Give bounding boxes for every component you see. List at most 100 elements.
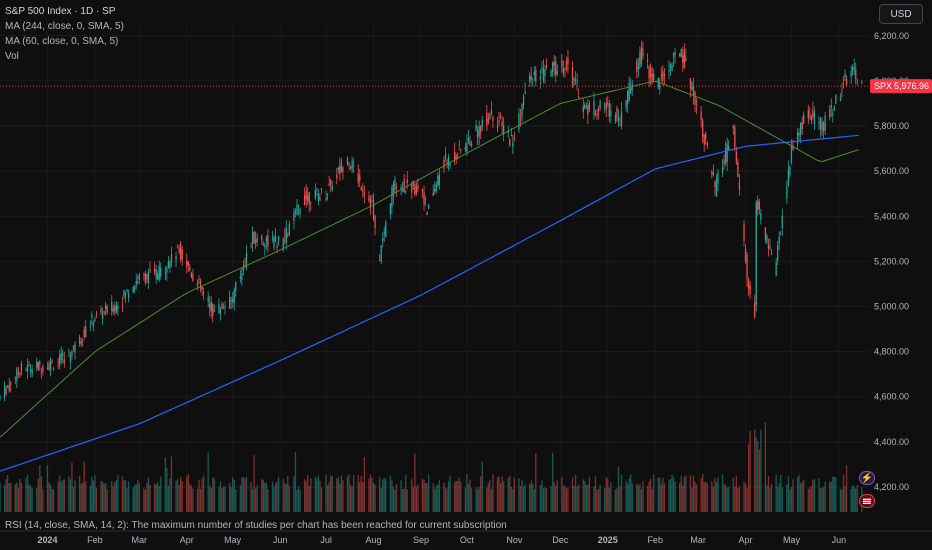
volume-bar: [824, 481, 826, 512]
volume-bar: [734, 486, 736, 512]
candle-body: [359, 175, 361, 181]
candle-body: [368, 196, 370, 201]
volume-bar: [296, 489, 298, 512]
candle-body: [121, 303, 124, 305]
volume-legend[interactable]: Vol: [5, 51, 19, 62]
volume-bar: [349, 484, 352, 512]
candle-body: [582, 106, 584, 113]
price-axis[interactable]: 6,200.006,000.005,800.005,600.005,400.00…: [874, 31, 909, 492]
lightning-icon[interactable]: ⚡: [859, 471, 875, 485]
volume-bar: [503, 481, 505, 512]
candle-body: [757, 199, 759, 211]
candle-body: [379, 260, 381, 261]
volume-bar: [723, 483, 725, 512]
volume-bar: [507, 477, 509, 512]
candle-body: [326, 193, 329, 195]
candle-body: [715, 178, 718, 197]
volume-bar: [574, 474, 577, 512]
chart-legend: S&P 500 Index · 1D · SP MA (244, close, …: [5, 4, 124, 64]
candle-body: [100, 308, 102, 313]
candle-body: [69, 355, 72, 362]
ma60-legend[interactable]: MA (60, close, 0, SMA, 5): [5, 36, 119, 47]
volume-bar: [80, 483, 82, 512]
candle-body: [501, 121, 503, 126]
candle-body: [147, 272, 150, 284]
us-flag-icon[interactable]: [859, 494, 875, 508]
candle-body: [662, 71, 664, 81]
chart-title[interactable]: S&P 500 Index · 1D · SP: [5, 6, 116, 17]
ma244-legend[interactable]: MA (244, close, 0, SMA, 5): [5, 21, 124, 32]
candle-body: [844, 73, 846, 78]
volume-bar: [695, 484, 698, 512]
candle-body: [672, 52, 675, 58]
volume-bar: [683, 476, 685, 512]
volume-bar: [137, 480, 139, 512]
volume-bar: [175, 480, 177, 512]
time-axis[interactable]: 2024 Feb Mar Apr May Jun Jul Aug Sep Oct Nov Dec 202…: [0, 530, 932, 545]
volume-bar: [20, 482, 23, 512]
candle-body: [446, 162, 448, 163]
candle-body: [296, 204, 298, 215]
candle-body: [726, 143, 728, 162]
x-tick-label: Jun: [832, 535, 847, 545]
candle-body: [767, 244, 770, 249]
candle-body: [616, 107, 618, 119]
volume-bar: [757, 441, 759, 512]
candle-body: [14, 377, 16, 379]
candle-body: [489, 114, 491, 120]
candle-body: [421, 189, 424, 193]
candle-body: [124, 293, 127, 296]
x-tick-label: Jun: [273, 535, 288, 545]
volume-bar: [778, 483, 780, 512]
candle-body: [308, 192, 310, 204]
volume-bar: [582, 479, 584, 512]
candle-body: [522, 96, 525, 106]
volume-bar: [835, 477, 837, 512]
volume-bar: [561, 476, 563, 512]
volume-bar: [850, 488, 852, 512]
volume-bar: [679, 482, 681, 512]
candle-body: [392, 183, 395, 197]
currency-button[interactable]: USD: [879, 4, 923, 24]
volume-bar: [250, 482, 252, 512]
candle-body: [36, 362, 38, 368]
volume-bar: [435, 485, 437, 512]
volume-bar: [374, 484, 376, 512]
volume-bar: [460, 481, 462, 512]
candle-body: [85, 326, 87, 338]
volume-bar: [114, 482, 116, 512]
volume-bar: [446, 488, 448, 512]
candle-body: [853, 67, 855, 69]
volume-bar: [212, 477, 214, 512]
volume-bar: [588, 476, 591, 512]
candle-body: [294, 210, 297, 214]
volume-bar: [235, 489, 237, 512]
volume-bar: [297, 486, 300, 512]
volume-bar: [352, 474, 355, 512]
volume-bar: [620, 474, 623, 512]
candle-body: [630, 87, 632, 93]
candle-body: [607, 103, 609, 105]
candle-body: [340, 162, 343, 172]
volume-bar: [744, 483, 747, 512]
candle-body: [16, 368, 18, 382]
volume-bar: [209, 485, 211, 512]
volume-bar: [830, 481, 832, 512]
candle-body: [478, 126, 480, 137]
last-price-tag: SPX 5,976.96: [870, 79, 932, 94]
volume-bar: [715, 482, 718, 512]
volume-bar: [721, 474, 724, 512]
candle-body: [371, 201, 373, 203]
candle-body: [780, 233, 782, 235]
candle-body: [303, 195, 306, 205]
volume-bar: [371, 477, 373, 512]
candle-body: [435, 184, 437, 192]
volume-bar: [92, 480, 95, 512]
rsi-notice: RSI (14, close, SMA, 14, 2): The maximum…: [5, 520, 507, 531]
volume-bar: [273, 486, 275, 512]
volume-bar: [5, 479, 7, 512]
candle-body: [842, 79, 845, 81]
candle-body: [8, 385, 10, 392]
volume-bar: [833, 476, 835, 512]
